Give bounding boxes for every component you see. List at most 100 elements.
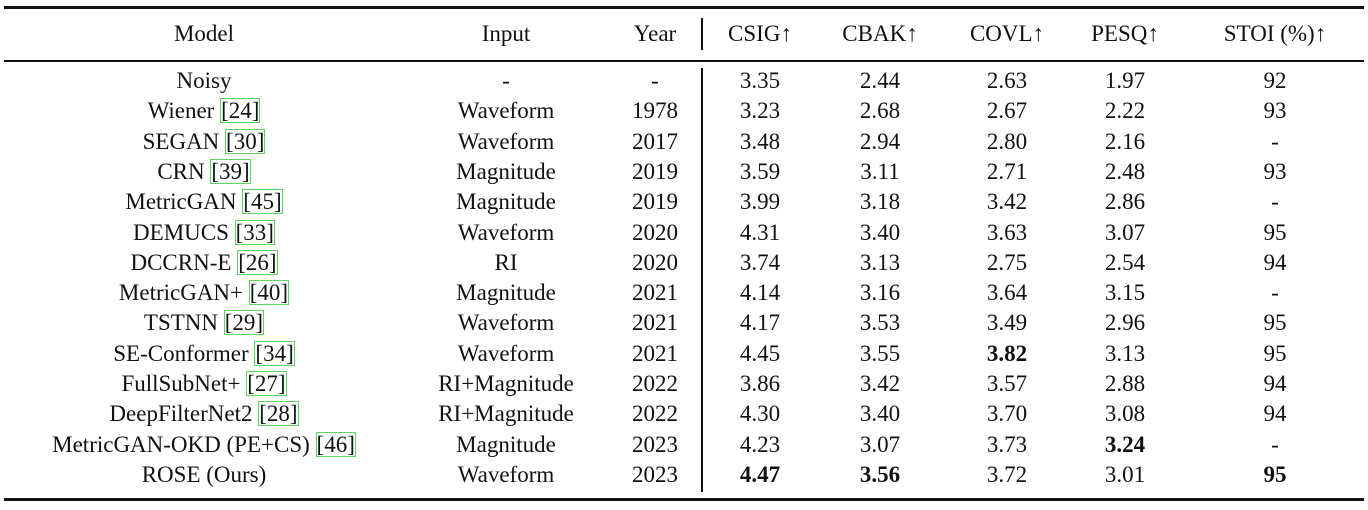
cell-stoi: 95: [1263, 219, 1287, 245]
cell-stoi: 92: [1263, 68, 1287, 93]
cell-input: RI+Magnitude: [438, 371, 574, 396]
table-row: DeepFilterNet2 [28] RI+Magnitude 2022 4.30 3…: [0, 399, 1368, 429]
citation-link[interactable]: [27]: [246, 371, 287, 396]
cell-csig: 4.31: [739, 219, 781, 245]
cell-input: Waveform: [457, 128, 555, 154]
citation-link[interactable]: [28]: [258, 401, 299, 427]
cell-csig: 4.17: [739, 310, 781, 336]
header-pesq: PESQ↑: [1091, 21, 1159, 46]
cell-cbak: 2.94: [859, 128, 901, 154]
cell-model: Wiener [24]: [14, 96, 394, 126]
cell-csig: 3.48: [739, 128, 781, 154]
cell-input: RI: [494, 249, 518, 275]
cell-csig: 4.23: [739, 431, 781, 457]
citation-link[interactable]: [30]: [225, 128, 266, 154]
table-row: SEGAN [30] Waveform 2017 3.48 2.94 2.80 2.16 -: [0, 127, 1368, 157]
header-csig: CSIG↑: [728, 21, 792, 46]
cell-stoi: 93: [1263, 158, 1287, 184]
cell-year: 2022: [632, 371, 678, 396]
model-name: DeepFilterNet2: [109, 401, 259, 427]
cell-model: SE-Conformer [34]: [14, 339, 394, 369]
table-row: MetricGAN [45] Magnitude 2019 3.99 3.18 3.42 2…: [0, 187, 1368, 217]
cell-csig: 3.59: [739, 158, 781, 184]
model-name: MetricGAN: [125, 189, 243, 215]
citation-link[interactable]: [29]: [223, 310, 265, 336]
cell-stoi: 94: [1263, 401, 1287, 427]
cell-stoi: -: [1271, 189, 1279, 215]
cell-stoi: 94: [1263, 371, 1287, 396]
header-stoi: STOI (%)↑: [1223, 21, 1327, 46]
cell-pesq: 3.07: [1104, 219, 1146, 245]
cell-cbak: 2.44: [859, 68, 901, 93]
cell-input: Waveform: [457, 461, 555, 487]
cell-input: Waveform: [457, 98, 555, 124]
citation-link[interactable]: [33]: [234, 219, 275, 245]
model-name: CRN: [157, 158, 211, 184]
cell-model: DEMUCS [33]: [14, 218, 394, 248]
cell-stoi: -: [1271, 280, 1279, 306]
citation-link[interactable]: [24]: [220, 98, 261, 124]
header-year: Year: [633, 21, 677, 46]
cell-year: -: [651, 68, 659, 93]
cell-covl: 3.63: [986, 219, 1028, 245]
cell-covl: 2.80: [986, 128, 1028, 154]
cell-pesq: 2.48: [1104, 158, 1146, 184]
cell-cbak: 3.07: [859, 431, 901, 457]
cell-csig: 3.99: [739, 189, 781, 215]
cell-csig: 4.47: [739, 461, 781, 487]
cell-cbak: 3.42: [859, 371, 901, 396]
table-row: TSTNN [29] Waveform 2021 4.17 3.53 3.49 2.96 95: [0, 308, 1368, 338]
cell-covl: 2.71: [986, 158, 1028, 184]
cell-year: 1978: [632, 98, 678, 124]
cell-cbak: 3.40: [859, 401, 901, 427]
citation-link[interactable]: [46]: [315, 431, 356, 457]
cell-stoi: 94: [1263, 249, 1287, 275]
cell-model: MetricGAN [45]: [14, 187, 394, 217]
cell-model: TSTNN [29]: [14, 308, 394, 338]
cell-year: 2017: [632, 128, 678, 154]
cell-input: Magnitude: [456, 431, 556, 457]
table-row: SE-Conformer [34] Waveform 2021 4.45 3.55 3.8…: [0, 339, 1368, 369]
cell-covl: 2.63: [986, 68, 1028, 93]
cell-stoi: -: [1271, 128, 1279, 154]
cell-stoi: 95: [1263, 461, 1287, 487]
cell-stoi: 95: [1263, 310, 1287, 336]
table-row: Noisy - - 3.35 2.44 2.63 1.97 92: [0, 66, 1368, 96]
model-name: DCCRN-E: [130, 249, 238, 275]
cell-csig: 3.23: [739, 98, 781, 124]
model-name: FullSubNet+: [121, 371, 247, 396]
cell-covl: 3.57: [986, 371, 1028, 396]
cell-covl: 3.73: [986, 431, 1028, 457]
citation-link[interactable]: [45]: [242, 189, 283, 215]
model-name: DEMUCS: [133, 219, 235, 245]
cell-year: 2022: [632, 401, 678, 427]
cell-cbak: 3.11: [860, 158, 900, 184]
cell-model: FullSubNet+ [27]: [14, 369, 394, 399]
header-row: Model Input Year CSIG↑ CBAK↑ COVL↑ PESQ↑…: [0, 18, 1368, 50]
cell-model: DCCRN-E [26]: [14, 248, 394, 278]
cell-covl: 3.82: [986, 340, 1028, 366]
cell-cbak: 3.16: [859, 280, 901, 306]
header-model: Model: [173, 21, 235, 46]
cell-covl: 3.64: [986, 280, 1028, 306]
cell-input: -: [502, 68, 510, 93]
cell-csig: 4.45: [739, 340, 781, 366]
citation-link[interactable]: [39]: [210, 158, 251, 184]
cell-csig: 3.74: [739, 249, 781, 275]
cell-year: 2023: [632, 461, 678, 487]
citation-link[interactable]: [40]: [248, 280, 290, 306]
cell-year: 2021: [632, 340, 678, 366]
citation-link[interactable]: [34]: [254, 340, 295, 366]
top-rule: [4, 6, 1364, 9]
citation-link[interactable]: [26]: [237, 249, 278, 275]
model-name: MetricGAN+: [118, 280, 249, 306]
cell-covl: 2.67: [986, 98, 1028, 124]
cell-pesq: 1.97: [1104, 68, 1146, 93]
cell-covl: 3.70: [986, 401, 1028, 427]
cell-pesq: 3.13: [1104, 340, 1146, 366]
cell-pesq: 2.96: [1104, 310, 1146, 336]
table-row: Wiener [24] Waveform 1978 3.23 2.68 2.67 2.22 9…: [0, 96, 1368, 126]
cell-model: MetricGAN+ [40]: [14, 278, 394, 308]
cell-stoi: -: [1271, 431, 1279, 457]
